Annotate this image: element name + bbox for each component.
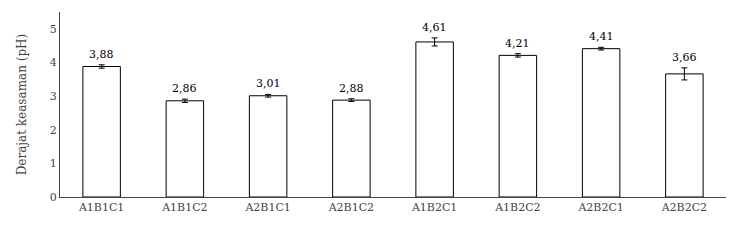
svg-text:A2B1C2: A2B1C2 [328,201,374,214]
svg-text:A1B2C2: A1B2C2 [494,201,540,214]
svg-text:1: 1 [50,157,57,170]
svg-text:A1B1C1: A1B1C1 [78,201,124,214]
svg-text:2: 2 [50,124,57,137]
svg-text:Derajat keasaman (pH): Derajat keasaman (pH) [15,34,29,176]
svg-text:4,61: 4,61 [422,21,447,34]
svg-text:A2B2C2: A2B2C2 [661,201,707,214]
svg-text:A1B2C1: A1B2C1 [411,201,457,214]
svg-text:0: 0 [50,191,57,204]
svg-text:2,88: 2,88 [339,82,364,95]
svg-text:4,21: 4,21 [505,37,530,50]
svg-text:5: 5 [50,23,57,36]
svg-text:3,88: 3,88 [89,48,114,61]
svg-text:A2B2C1: A2B2C1 [577,201,623,214]
svg-text:A1B1C2: A1B1C2 [161,201,207,214]
svg-text:4,41: 4,41 [589,30,614,43]
svg-text:4: 4 [50,56,57,69]
svg-text:3,01: 3,01 [256,77,281,90]
svg-text:3,66: 3,66 [672,51,697,64]
svg-text:3: 3 [50,90,57,103]
svg-text:A2B1C1: A2B1C1 [244,201,290,214]
svg-text:2,86: 2,86 [172,82,197,95]
